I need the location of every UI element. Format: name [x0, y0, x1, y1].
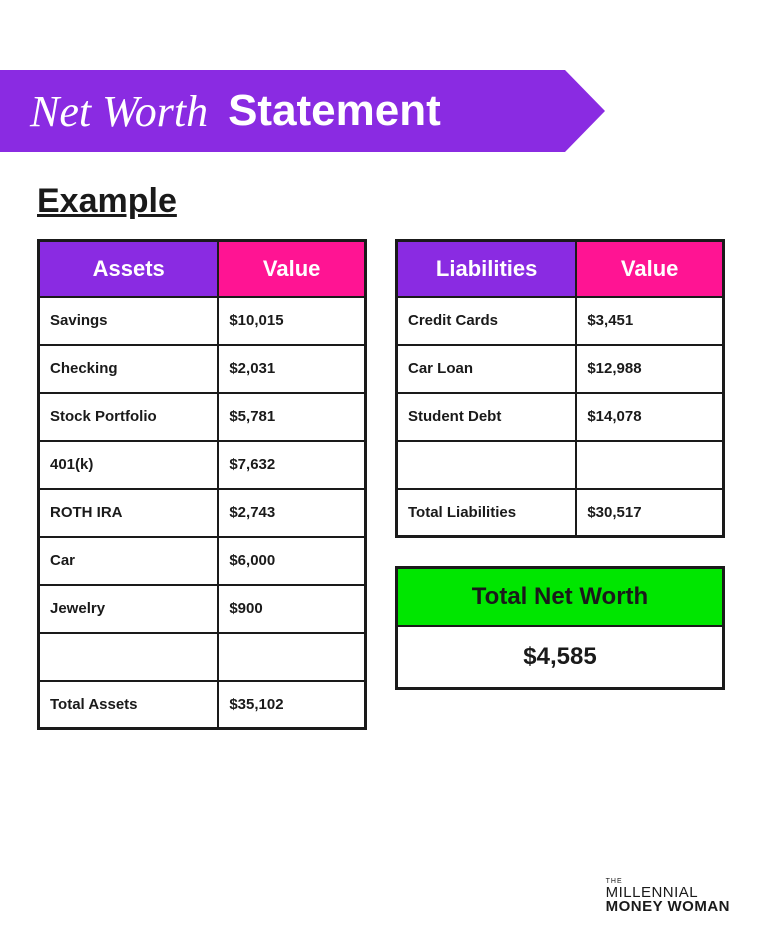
liabilities-header-name: Liabilities: [397, 241, 577, 297]
table-row: Stock Portfolio$5,781: [39, 393, 366, 441]
table-row: Student Debt$14,078: [397, 393, 724, 441]
assets-header-name: Assets: [39, 241, 219, 297]
net-worth-title: Total Net Worth: [398, 569, 722, 627]
asset-name: Savings: [39, 297, 219, 345]
table-row: Car Loan$12,988: [397, 345, 724, 393]
asset-value: $7,632: [218, 441, 365, 489]
assets-body: Savings$10,015 Checking$2,031 Stock Port…: [39, 297, 366, 729]
brand-line-2: MILLENNIAL: [606, 886, 730, 900]
asset-name: Checking: [39, 345, 219, 393]
brand-line-3: MONEY WOMAN: [606, 900, 730, 914]
liabilities-body: Credit Cards$3,451 Car Loan$12,988 Stude…: [397, 297, 724, 537]
table-row: Total Liabilities$30,517: [397, 489, 724, 537]
liabilities-header-value: Value: [576, 241, 723, 297]
liability-value: [576, 441, 723, 489]
table-row: 401(k)$7,632: [39, 441, 366, 489]
liability-value: $3,451: [576, 297, 723, 345]
liability-name: Credit Cards: [397, 297, 577, 345]
asset-value: $6,000: [218, 537, 365, 585]
header-bold-text: Statement: [228, 86, 441, 136]
asset-name: Stock Portfolio: [39, 393, 219, 441]
asset-value: [218, 633, 365, 681]
asset-name: ROTH IRA: [39, 489, 219, 537]
right-column: Liabilities Value Credit Cards$3,451 Car…: [395, 239, 725, 690]
table-row: [39, 633, 366, 681]
table-row: ROTH IRA$2,743: [39, 489, 366, 537]
liabilities-table: Liabilities Value Credit Cards$3,451 Car…: [395, 239, 725, 538]
example-heading: Example: [37, 182, 768, 221]
net-worth-value: $4,585: [398, 627, 722, 687]
brand-logo: THE MILLENNIAL MONEY WOMAN: [606, 879, 730, 914]
table-row: Car$6,000: [39, 537, 366, 585]
liability-name: Car Loan: [397, 345, 577, 393]
asset-name: [39, 633, 219, 681]
asset-total-label: Total Assets: [39, 681, 219, 729]
table-row: Credit Cards$3,451: [397, 297, 724, 345]
asset-name: Car: [39, 537, 219, 585]
liability-value: $12,988: [576, 345, 723, 393]
asset-value: $10,015: [218, 297, 365, 345]
table-row: Savings$10,015: [39, 297, 366, 345]
asset-total-value: $35,102: [218, 681, 365, 729]
liability-total-label: Total Liabilities: [397, 489, 577, 537]
table-row: Jewelry$900: [39, 585, 366, 633]
liability-name: [397, 441, 577, 489]
asset-value: $2,743: [218, 489, 365, 537]
liability-value: $14,078: [576, 393, 723, 441]
liability-name: Student Debt: [397, 393, 577, 441]
asset-value: $900: [218, 585, 365, 633]
asset-value: $2,031: [218, 345, 365, 393]
asset-name: 401(k): [39, 441, 219, 489]
tables-container: Assets Value Savings$10,015 Checking$2,0…: [0, 239, 768, 730]
header-banner: Net Worth Statement: [0, 70, 565, 152]
header-script-text: Net Worth: [30, 86, 208, 137]
assets-header-value: Value: [218, 241, 365, 297]
net-worth-box: Total Net Worth $4,585: [395, 566, 725, 690]
brand-line-1: THE: [606, 879, 730, 886]
table-row: Checking$2,031: [39, 345, 366, 393]
table-row: Total Assets$35,102: [39, 681, 366, 729]
table-row: [397, 441, 724, 489]
asset-name: Jewelry: [39, 585, 219, 633]
liability-total-value: $30,517: [576, 489, 723, 537]
asset-value: $5,781: [218, 393, 365, 441]
assets-table: Assets Value Savings$10,015 Checking$2,0…: [37, 239, 367, 730]
